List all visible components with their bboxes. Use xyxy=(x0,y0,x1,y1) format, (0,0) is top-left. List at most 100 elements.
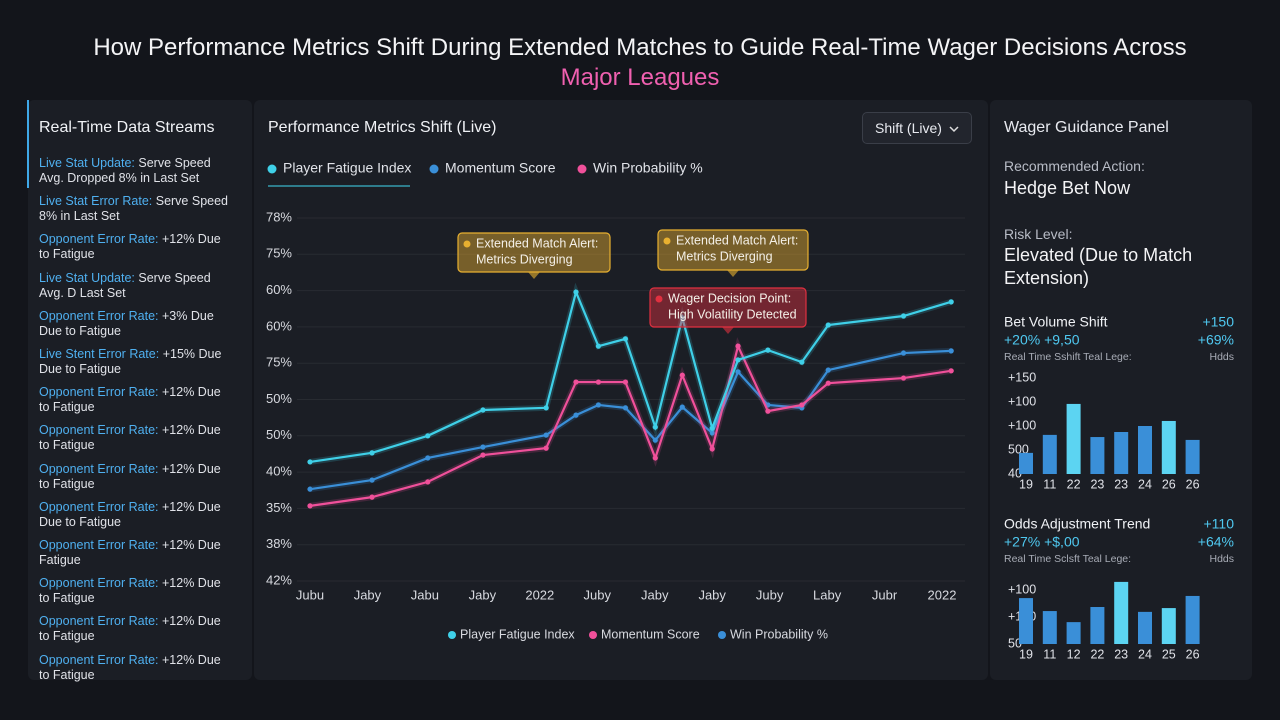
bar xyxy=(1138,611,1152,644)
stream-item: Opponent Error Rate: +12% Due to Fatigue xyxy=(39,423,229,453)
dropdown[interactable]: Shift (Live) xyxy=(862,112,972,144)
x-tick-label: 11 xyxy=(1043,647,1056,661)
x-tick-label: 26 xyxy=(1186,647,1200,661)
stream-label: Opponent Error Rate: xyxy=(39,385,159,400)
y-tick-label: 60% xyxy=(266,318,292,333)
x-tick-label: Laby xyxy=(813,587,842,602)
data-point xyxy=(900,313,907,319)
bar-caption: Real Time Sclsft Teal Lege: xyxy=(1004,553,1131,565)
y-tick-label: 50% xyxy=(266,391,292,406)
y-tick-label: 38% xyxy=(266,536,292,551)
stream-label: Opponent Error Rate: xyxy=(39,308,159,323)
page-title: How Performance Metrics Shift During Ext… xyxy=(93,34,1187,61)
x-tick-label: Juby xyxy=(584,587,612,602)
x-tick-label: 23 xyxy=(1114,647,1128,661)
stream-label: Live Stent Error Rate: xyxy=(39,347,160,361)
legend-label: Momentum Score xyxy=(445,160,556,176)
y-tick-label: 78% xyxy=(266,209,292,224)
data-point xyxy=(369,477,375,483)
annotation-text: Metrics Diverging xyxy=(676,249,773,263)
x-tick-label: 22 xyxy=(1090,647,1104,661)
stream-item: Live Stat Error Rate: Serve Speed 8% in … xyxy=(39,194,229,224)
x-tick-label: 2022 xyxy=(525,587,554,602)
data-point xyxy=(900,350,907,356)
stream-item: Opponent Error Rate: +12% Due to Fatigue xyxy=(39,653,229,683)
stream-text: +12% Due Due to Fatigue xyxy=(39,499,221,529)
data-point xyxy=(735,357,741,363)
stream-text: +12% Due to Fatigue xyxy=(39,576,221,606)
annotation-text: Wager Decision Point: xyxy=(668,291,791,305)
y-tick-label: +100 xyxy=(1008,418,1036,432)
stream-item: Opponent Error Rate: +12% Due to Fatigue xyxy=(39,232,229,262)
data-point xyxy=(679,372,685,378)
annotation-dot xyxy=(655,295,663,303)
stream-item: Opponent Error Rate: +12% Due to Fatigue xyxy=(39,576,229,606)
x-tick-label: 23 xyxy=(1090,477,1104,491)
x-tick-label: Jubu xyxy=(296,587,324,602)
y-tick-label: 75% xyxy=(266,355,292,370)
x-tick-label: 12 xyxy=(1067,647,1081,661)
stream-label: Opponent Error Rate: xyxy=(39,652,159,667)
stream-text: +12% Due Fatigue xyxy=(39,538,221,567)
bar xyxy=(1090,607,1105,644)
stream-item: Opponent Error Rate: +12% Due to Fatigue xyxy=(39,462,229,492)
data-point xyxy=(765,347,771,353)
bar xyxy=(1019,452,1033,474)
x-tick-label: 24 xyxy=(1138,647,1152,661)
chart-panel xyxy=(254,100,988,680)
x-tick-label: 19 xyxy=(1019,477,1033,491)
series-line xyxy=(309,288,952,464)
data-point xyxy=(948,299,954,305)
data-point xyxy=(735,369,741,375)
data-point xyxy=(652,437,658,443)
accent-bar xyxy=(27,100,29,188)
data-point xyxy=(735,343,741,349)
wager-title: Wager Guidance Panel xyxy=(1004,119,1169,136)
bar xyxy=(1090,437,1105,474)
bar xyxy=(1042,611,1057,644)
bar-title: Odds Adjustment Trend xyxy=(1004,516,1150,532)
bar xyxy=(1161,608,1176,644)
bar-caption: Hdds xyxy=(1209,553,1234,565)
action-label: Recommended Action: xyxy=(1004,158,1145,174)
data-point xyxy=(709,446,715,452)
legend-swatch xyxy=(429,164,439,174)
y-tick-label: 500 xyxy=(1008,442,1029,456)
annotation-pointer xyxy=(722,327,734,334)
bar-title-value: +150 xyxy=(1202,314,1234,330)
x-tick-label: Jabu xyxy=(411,587,439,602)
data-point xyxy=(825,322,831,328)
data-point xyxy=(595,343,602,349)
stream-label: Live Stat Update: xyxy=(39,270,135,285)
data-point xyxy=(573,412,579,418)
data-point xyxy=(307,459,313,465)
y-tick-label: 35% xyxy=(266,500,292,515)
series-glow xyxy=(309,282,953,465)
data-point xyxy=(425,479,431,485)
bar xyxy=(1114,432,1129,474)
x-tick-label: 11 xyxy=(1043,477,1056,491)
bar-caption: Real Time Sshift Teal Lege: xyxy=(1004,351,1132,363)
dropdown-label[interactable]: Shift (Live) xyxy=(875,120,942,136)
stream-label: Opponent Error Rate: xyxy=(39,461,159,476)
stream-label: Live Stat Update: xyxy=(39,156,135,170)
data-point xyxy=(543,445,549,451)
series-glow xyxy=(309,347,952,493)
legend-label: Player Fatigue Index xyxy=(460,627,575,641)
x-tick-label: 23 xyxy=(1114,477,1128,491)
data-point xyxy=(425,433,431,439)
bar-caption: Hdds xyxy=(1209,351,1234,363)
stream-label: Opponent Error Rate: xyxy=(39,423,159,438)
stream-item: Opponent Error Rate: +12% Due to Fatigue xyxy=(39,385,229,415)
chevron xyxy=(949,126,959,133)
bar-subtitle: +64% xyxy=(1198,534,1234,550)
legend-label: Win Probability % xyxy=(593,160,703,176)
risk: Elevated (Due to Match Extension) xyxy=(1004,245,1193,288)
legend-swatch xyxy=(577,164,587,174)
stream-text: +12% Due to Fatigue xyxy=(39,461,221,491)
data-point xyxy=(709,430,715,436)
data-point xyxy=(480,452,486,458)
legend-label: Momentum Score xyxy=(601,627,700,641)
stream-label: Opponent Error Rate: xyxy=(39,538,159,552)
